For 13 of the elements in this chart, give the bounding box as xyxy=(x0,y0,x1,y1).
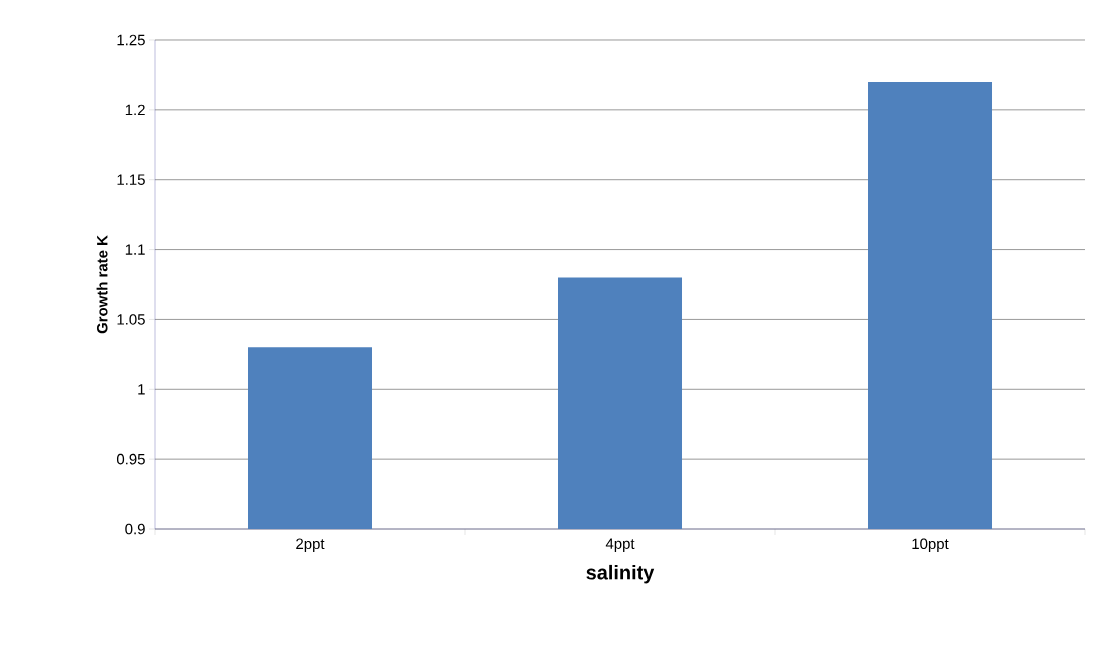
x-axis-title: salinity xyxy=(586,564,655,584)
x-tick-label: 4ppt xyxy=(605,538,635,552)
y-tick-label: 1.2 xyxy=(125,104,145,116)
y-tick-label: 0.95 xyxy=(116,453,145,465)
y-tick-label: 1.25 xyxy=(117,34,145,46)
x-tick-label: 2ppt xyxy=(296,538,325,553)
y-tick-label: 1.15 xyxy=(117,174,145,185)
y-tick-label: 1.1 xyxy=(125,244,145,255)
y-tick-label: 0.9 xyxy=(125,523,145,535)
x-tick-label: 10ppt xyxy=(912,538,949,553)
y-tick-label: 1 xyxy=(138,384,145,395)
y-axis-title: Growth rate K xyxy=(96,235,108,334)
y-tick-label: 1.05 xyxy=(117,314,145,325)
